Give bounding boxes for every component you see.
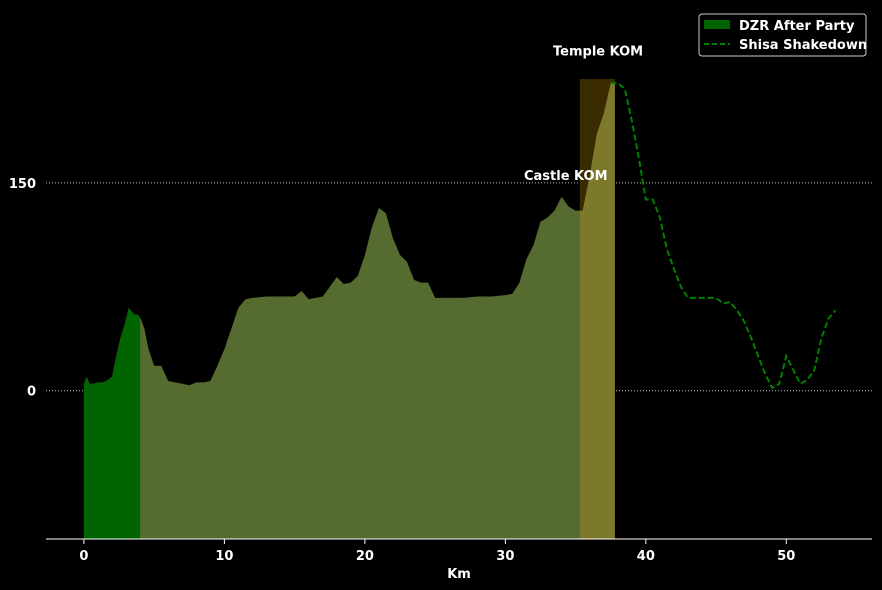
y-tick-label-0: 0: [27, 385, 36, 400]
dzr-area: [83, 307, 141, 539]
kom-segments: [579, 78, 615, 539]
y-tick-label-150: 150: [9, 177, 36, 192]
annotation-temple-kom: Temple KOM: [553, 44, 643, 59]
x-tick-label-20: 20: [356, 549, 374, 564]
x-tick-label-0: 0: [79, 549, 88, 564]
legend: DZR After Party Shisa Shakedown: [698, 13, 867, 57]
x-tick-label-10: 10: [215, 549, 233, 564]
shisa-area: [83, 83, 615, 539]
legend-label-dzr: DZR After Party: [739, 19, 855, 34]
legend-label-shisa: Shisa Shakedown: [739, 38, 867, 53]
kom-overlap-temple: [579, 83, 615, 539]
annotations: Castle KOM Temple KOM: [524, 44, 643, 184]
x-tick-label-50: 50: [777, 549, 795, 564]
legend-box: [698, 13, 867, 57]
shisa-line: [610, 82, 837, 390]
areas: [83, 83, 615, 539]
x-tick-label-40: 40: [637, 549, 655, 564]
x-tick-label-30: 30: [496, 549, 514, 564]
annotation-castle-kom: Castle KOM: [524, 169, 608, 184]
x-axis-label: Km: [447, 567, 471, 582]
legend-swatch-dzr: [704, 20, 730, 29]
series-lines: [610, 82, 837, 390]
axes: 0 150 0 10 20 30 40 50: [9, 177, 872, 564]
